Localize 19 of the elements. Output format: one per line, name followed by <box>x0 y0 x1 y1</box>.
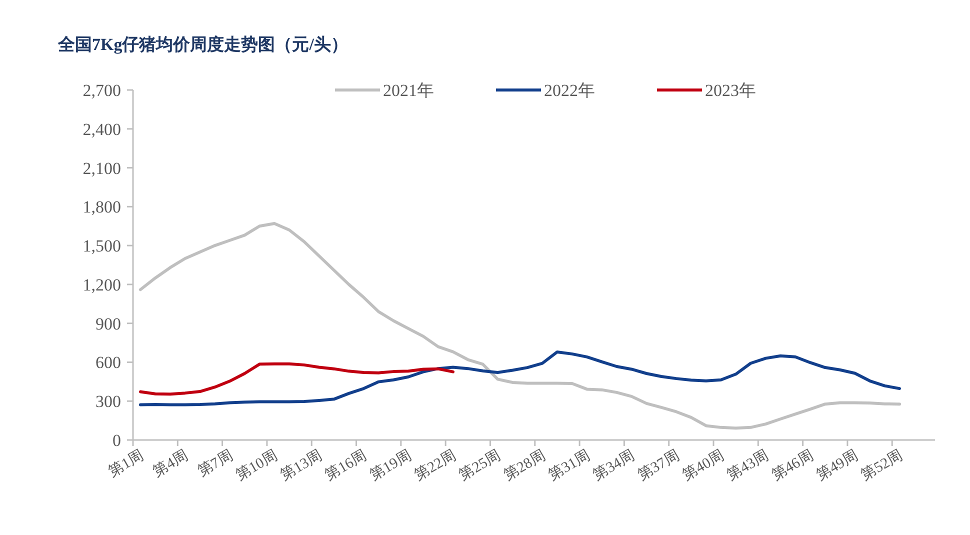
y-tick-label: 1,500 <box>82 236 121 256</box>
y-tick-label: 2,700 <box>82 81 121 100</box>
x-tick-label: 第52周 <box>858 446 906 484</box>
y-tick-label: 600 <box>96 353 121 372</box>
y-tick-label: 1,800 <box>82 198 121 217</box>
x-tick-label: 第4周 <box>150 446 192 480</box>
chart-title: 全国7Kg仔猪均价周度走势图（元/头） <box>57 35 348 54</box>
legend-label: 2021年 <box>383 81 434 100</box>
y-tick-label: 2,400 <box>82 120 121 139</box>
y-tick-label: 900 <box>96 314 121 334</box>
y-tick-label: 2,100 <box>82 158 121 178</box>
legend-label: 2023年 <box>705 81 756 100</box>
y-tick-label: 1,200 <box>82 275 121 294</box>
line-series <box>138 362 455 396</box>
legend-label: 2022年 <box>544 81 595 100</box>
y-tick-label: 300 <box>96 392 121 412</box>
line-series <box>138 350 902 406</box>
line-series <box>138 222 902 430</box>
x-tick-label: 第31周 <box>546 446 593 484</box>
